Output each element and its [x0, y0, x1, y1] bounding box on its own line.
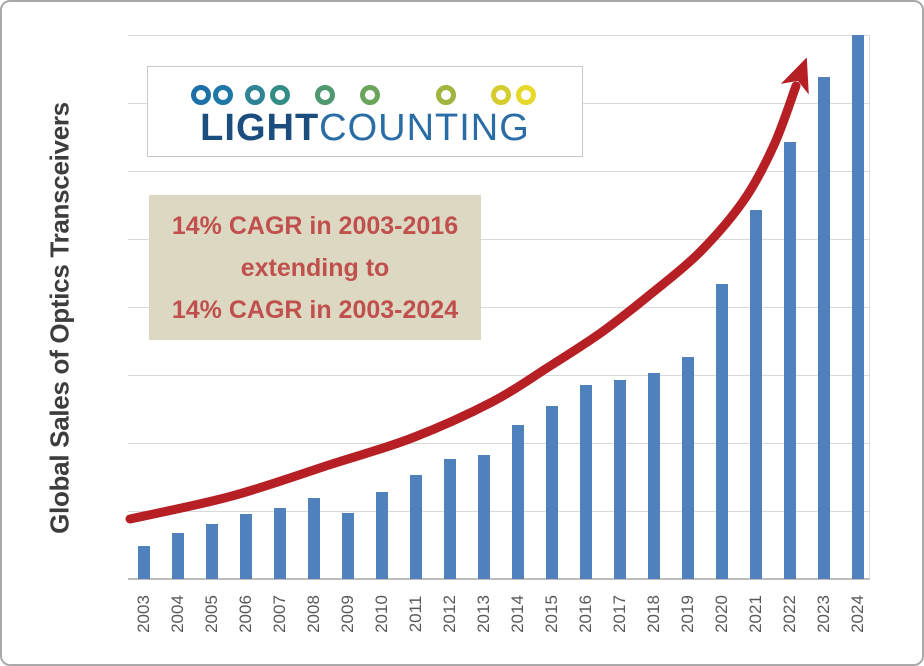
bar-2005: [206, 524, 218, 579]
x-tick-2018: 2018: [644, 595, 663, 633]
annotation-line-1: 14% CAGR in 2003-2016: [171, 212, 459, 240]
bar-2021: [750, 210, 762, 579]
bar-2010: [376, 492, 388, 579]
y-axis-title: Global Sales of Optics Transceivers: [44, 102, 75, 534]
bar-2011: [410, 475, 422, 579]
x-tick-2005: 2005: [202, 595, 221, 633]
bar-2012: [444, 459, 456, 579]
x-tick-2023: 2023: [814, 595, 833, 633]
bar-2018: [648, 373, 660, 579]
bar-2009: [342, 513, 354, 579]
x-tick-2008: 2008: [304, 595, 323, 633]
bar-2016: [580, 385, 592, 579]
x-tick-2014: 2014: [508, 595, 527, 633]
x-tick-2020: 2020: [712, 595, 731, 633]
x-tick-2007: 2007: [270, 595, 289, 633]
x-axis-baseline: [128, 578, 870, 580]
x-tick-2024: 2024: [848, 595, 867, 633]
cagr-annotation-box: 14% CAGR in 2003-2016 extending to 14% C…: [149, 195, 481, 340]
logo-text-light: LIGHT: [200, 107, 320, 149]
bar-2014: [512, 425, 524, 579]
bar-2013: [478, 455, 490, 579]
x-tick-2022: 2022: [780, 595, 799, 633]
x-tick-2017: 2017: [610, 595, 629, 633]
x-tick-2015: 2015: [542, 595, 561, 633]
bar-2015: [546, 406, 558, 579]
bar-2022: [784, 142, 796, 579]
bar-2004: [172, 533, 184, 579]
x-tick-2011: 2011: [406, 595, 425, 633]
lightcounting-logo: LIGHTCOUNTING: [147, 66, 583, 157]
x-tick-2019: 2019: [678, 595, 697, 633]
bar-2024: [852, 35, 864, 579]
bar-2003: [138, 546, 150, 579]
x-tick-2016: 2016: [576, 595, 595, 633]
bar-2007: [274, 508, 286, 579]
x-tick-2009: 2009: [338, 595, 357, 633]
bar-2017: [614, 380, 626, 579]
plot-right-border: [869, 35, 870, 579]
annotation-line-2: extending to: [240, 254, 390, 282]
x-tick-2021: 2021: [746, 595, 765, 633]
gridline: [128, 171, 870, 172]
x-tick-2003: 2003: [134, 595, 153, 633]
logo-wordmark: LIGHTCOUNTING: [148, 108, 582, 148]
gridline: [128, 35, 870, 36]
bar-2023: [818, 77, 830, 579]
bar-2020: [716, 284, 728, 579]
x-tick-2004: 2004: [168, 595, 187, 633]
x-tick-2010: 2010: [372, 595, 391, 633]
annotation-line-3: 14% CAGR in 2003-2024: [171, 296, 459, 324]
bar-2006: [240, 514, 252, 579]
bar-2008: [308, 498, 320, 579]
x-tick-2006: 2006: [236, 595, 255, 633]
bar-2019: [682, 357, 694, 579]
x-tick-2012: 2012: [440, 595, 459, 633]
logo-text-counting: COUNTING: [319, 107, 530, 149]
x-tick-2013: 2013: [474, 595, 493, 633]
